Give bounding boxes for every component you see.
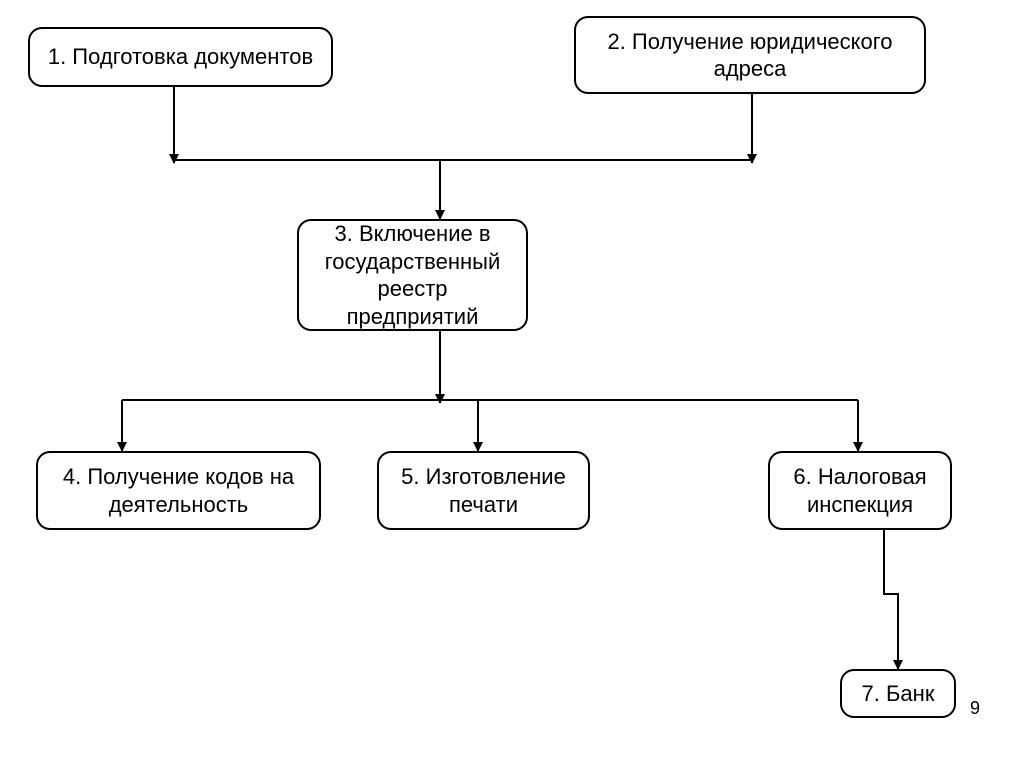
flowchart-node-n6: 6. Налоговая инспекция [768, 451, 952, 530]
flowchart-node-n4: 4. Получение кодов на деятельность [36, 451, 321, 530]
flowchart-node-n1: 1. Подготовка документов [28, 27, 333, 87]
flowchart-node-n7: 7. Банк [840, 669, 956, 718]
node-label: 2. Получение юридического адреса [586, 28, 914, 83]
node-label: 3. Включение в государственный реестр пр… [309, 220, 516, 330]
node-label: 6. Налоговая инспекция [780, 463, 940, 518]
flowchart-node-n2: 2. Получение юридического адреса [574, 16, 926, 94]
node-label: 4. Получение кодов на деятельность [48, 463, 309, 518]
page-number: 9 [970, 698, 980, 719]
flowchart-node-n3: 3. Включение в государственный реестр пр… [297, 219, 528, 331]
node-label: 5. Изготовление печати [389, 463, 578, 518]
flowchart-canvas: 1. Подготовка документов 2. Получение юри… [0, 0, 1024, 767]
node-label: 1. Подготовка документов [48, 43, 313, 71]
flowchart-node-n5: 5. Изготовление печати [377, 451, 590, 530]
node-label: 7. Банк [862, 680, 935, 708]
edge-e10 [884, 530, 898, 669]
edges-layer [0, 0, 1024, 767]
